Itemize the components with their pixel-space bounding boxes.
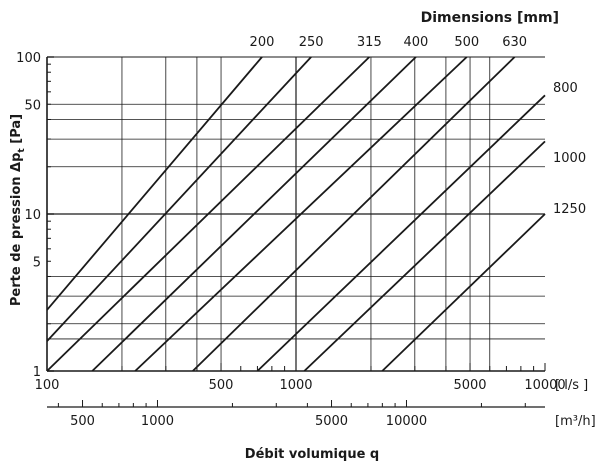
y-axis-unit: [Pa] xyxy=(9,114,24,144)
x-tick-labels-ls: 100 500 1000 5000 10000 xyxy=(35,378,566,393)
x-unit-m3h: [m³/h] xyxy=(555,414,596,429)
x2-tick-label: 1000 xyxy=(141,414,174,429)
series-line-250 xyxy=(46,56,312,342)
x-axis-label: Débit volumique q xyxy=(245,447,379,462)
x-tick-label: 100 xyxy=(35,378,60,393)
series-label-200: 200 xyxy=(250,35,275,50)
x-unit-ls: [ l/s ] xyxy=(555,378,588,393)
chart-axes xyxy=(46,56,546,408)
series-label-500: 500 xyxy=(454,35,479,50)
series-label-315: 315 xyxy=(357,35,382,50)
y-tick-label: 1 xyxy=(33,365,41,380)
series-label-1000: 1000 xyxy=(553,151,586,166)
y-tick-labels: 100 50 10 5 1 xyxy=(16,51,41,380)
series-line-500 xyxy=(134,56,468,372)
series-labels: 200 250 315 400 500 630 800 1000 1250 xyxy=(250,35,587,217)
series-line-1000 xyxy=(303,140,546,372)
y-axis-label: Perte de pression Δp xyxy=(9,153,24,307)
x2-tick-label: 5000 xyxy=(315,414,348,429)
chart-title: Dimensions [mm] xyxy=(421,10,559,26)
x-tick-label: 5000 xyxy=(453,378,486,393)
series-line-630 xyxy=(192,56,516,372)
y-tick-label: 50 xyxy=(24,98,41,113)
y-tick-label: 10 xyxy=(24,208,41,223)
chart-grid xyxy=(47,57,545,371)
y-axis-title: Perte de pression Δpt [Pa] xyxy=(9,114,27,306)
x2-tick-label: 10000 xyxy=(386,414,427,429)
y-tick-label: 5 xyxy=(33,255,41,270)
series-line-1250 xyxy=(381,213,546,372)
series-label-800: 800 xyxy=(553,81,578,96)
y-axis-label-subscript: t xyxy=(17,148,27,153)
series-line-400 xyxy=(91,56,417,372)
x-tick-label: 10000 xyxy=(524,378,565,393)
x2-tick-label: 500 xyxy=(70,414,95,429)
series-label-630: 630 xyxy=(502,35,527,50)
y-tick-label: 100 xyxy=(16,51,41,66)
series-label-1250: 1250 xyxy=(553,202,586,217)
series-line-315 xyxy=(46,56,370,372)
series-label-400: 400 xyxy=(403,35,428,50)
x-tick-label: 500 xyxy=(209,378,234,393)
series-label-250: 250 xyxy=(299,35,324,50)
series-line-800 xyxy=(256,94,546,372)
x-tick-label: 1000 xyxy=(279,378,312,393)
series-line-200 xyxy=(46,56,263,311)
x-tick-labels-m3h: 500 1000 5000 10000 xyxy=(70,414,427,429)
series-lines xyxy=(46,56,546,372)
svg-text:Perte de pression Δpt [Pa]: Perte de pression Δpt [Pa] xyxy=(9,114,27,306)
